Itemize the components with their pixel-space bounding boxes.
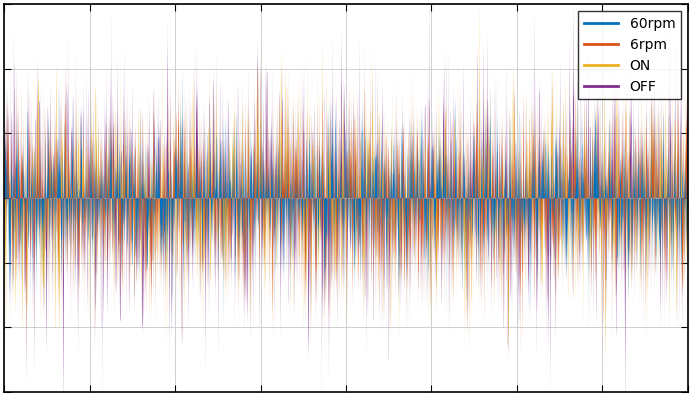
Legend: 60rpm, 6rpm, ON, OFF: 60rpm, 6rpm, ON, OFF xyxy=(579,11,681,99)
